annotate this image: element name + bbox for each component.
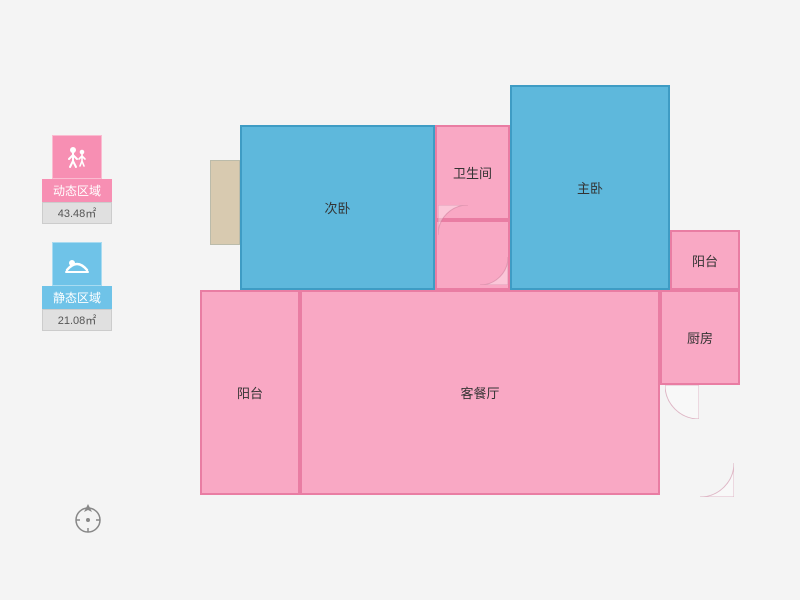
legend-value-static: 21.08㎡ [42,309,112,331]
legend-value-dynamic: 43.48㎡ [42,202,112,224]
room-corridor [435,220,510,290]
room-kitchen: 厨房 [660,290,740,385]
legend-icon-dynamic [52,135,102,179]
room-label: 次卧 [324,198,350,217]
room-balcony_right: 阳台 [670,230,740,290]
room-master_bedroom: 主卧 [510,85,670,290]
rest-icon [63,250,91,278]
wall-texture [210,160,240,245]
room-balcony_left: 阳台 [200,290,300,495]
room-secondary_bedroom: 次卧 [240,125,435,290]
room-label: 阳台 [237,383,263,402]
room-bathroom: 卫生间 [435,125,510,220]
legend-panel: 动态区域 43.48㎡ 静态区域 21.08㎡ [42,135,112,349]
room-label: 阳台 [692,251,718,270]
legend-group-dynamic: 动态区域 43.48㎡ [42,135,112,224]
legend-icon-static [52,242,102,286]
room-label: 卫生间 [453,163,492,182]
people-icon [63,143,91,171]
room-label: 厨房 [687,328,713,347]
room-living_dining: 客餐厅 [300,290,660,495]
door-swing [665,385,699,419]
compass-icon [70,500,106,536]
legend-group-static: 静态区域 21.08㎡ [42,242,112,331]
floorplan: 次卧卫生间主卧阳台厨房客餐厅阳台 [190,85,750,515]
room-label: 客餐厅 [460,383,499,402]
legend-label-static: 静态区域 [42,286,112,309]
legend-label-dynamic: 动态区域 [42,179,112,202]
door-swing [700,463,734,497]
room-label: 主卧 [577,178,603,197]
